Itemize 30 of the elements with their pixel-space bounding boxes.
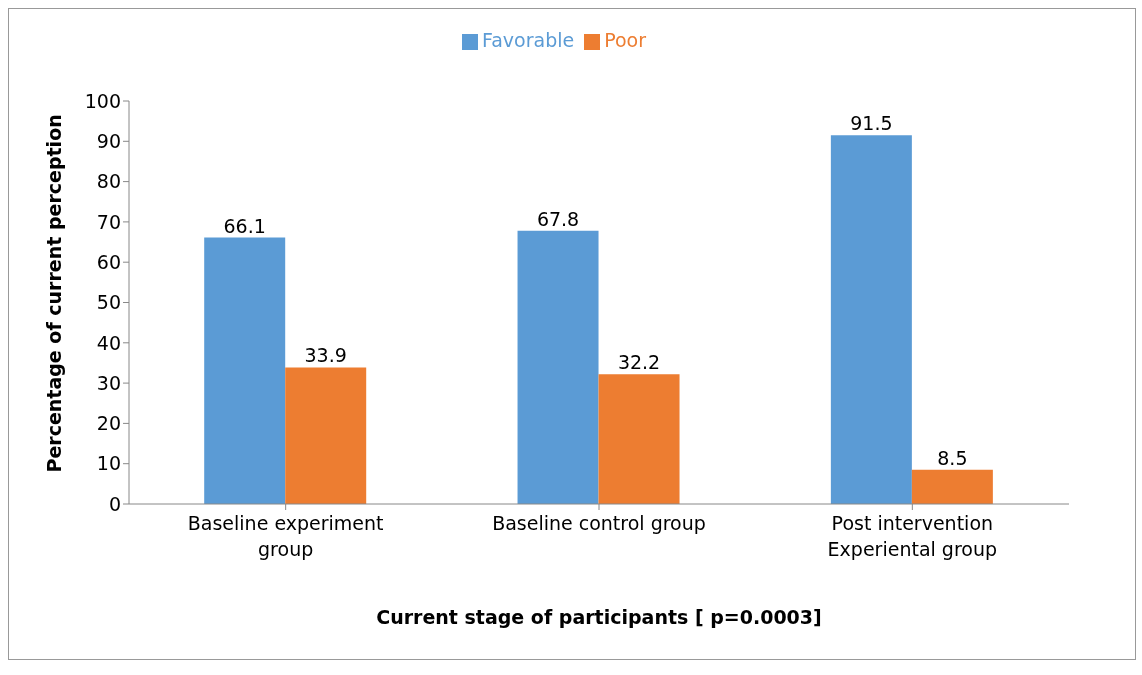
y-tick-label: 0 [108, 492, 121, 515]
bar [204, 237, 286, 504]
bar [830, 135, 912, 504]
data-label: 91.5 [850, 112, 893, 135]
legend-label: Favorable [481, 29, 575, 51]
bar [517, 230, 599, 504]
y-tick-label: 100 [84, 89, 121, 112]
data-label: 8.5 [937, 446, 968, 469]
bar [911, 469, 993, 504]
data-label: 33.9 [304, 344, 347, 367]
y-tick-label: 90 [96, 130, 121, 153]
x-tick-label: Baseline experiment group [187, 512, 384, 560]
data-label: 67.8 [536, 207, 580, 230]
y-tick-label: 80 [96, 170, 121, 193]
bar [598, 374, 680, 504]
y-tick-label: 30 [96, 371, 121, 394]
y-tick-label: 40 [96, 331, 121, 354]
y-tick-label: 70 [96, 210, 121, 233]
x-tick-label: Baseline control group [492, 512, 706, 534]
y-tick-label: 20 [96, 412, 121, 435]
y-axis-title: Percentage of current perception [42, 114, 65, 473]
x-tick-label: Post intervention Experiental group [827, 512, 998, 560]
x-axis-title: Current stage of participants [ p=0.0003] [376, 606, 822, 628]
y-tick-label: 10 [96, 452, 121, 475]
legend-label: Poor [604, 29, 647, 51]
bar [285, 367, 367, 504]
y-tick-label: 60 [96, 250, 121, 273]
data-label: 32.2 [617, 351, 661, 374]
y-tick-label: 50 [96, 291, 121, 314]
data-label: 66.1 [223, 214, 266, 237]
